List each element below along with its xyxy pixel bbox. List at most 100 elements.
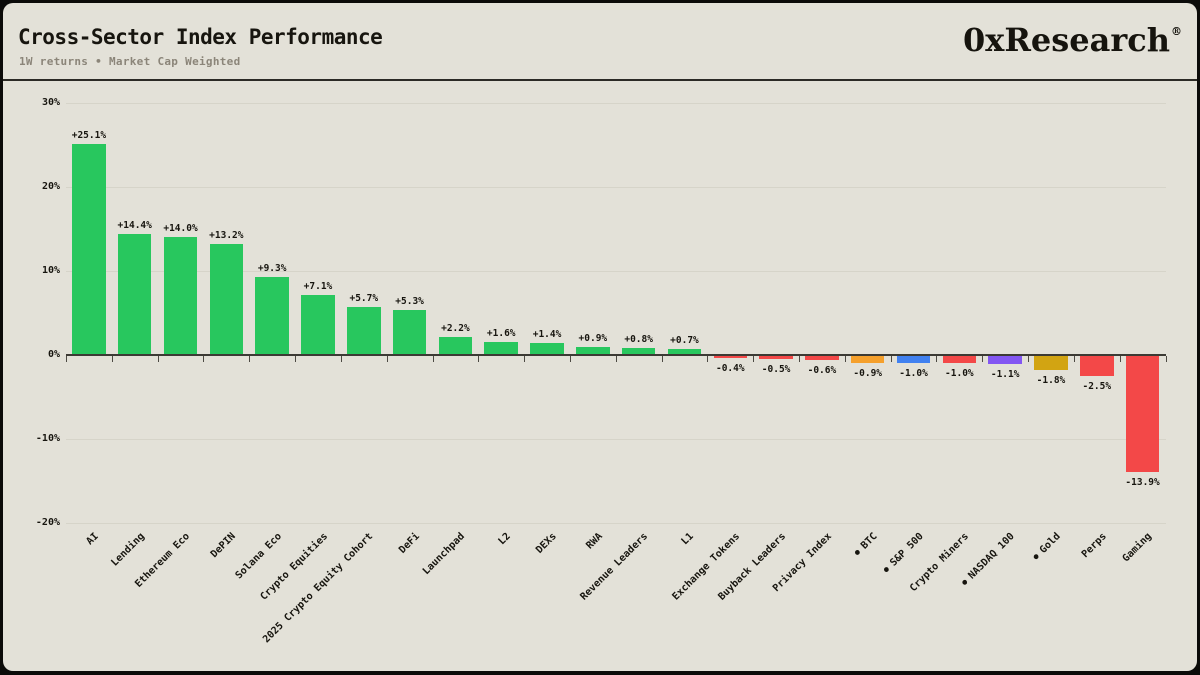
x-axis-category-label: ●Gold [1031,531,1063,563]
chart-subtitle: 1W returns • Market Cap Weighted [19,55,241,68]
y-axis-tick-label: -20% [35,517,60,528]
x-axis-category-text: S&P 500 [887,531,926,569]
bar-value-label: +13.2% [209,230,244,242]
x-axis-baseline [66,354,1166,356]
x-axis-category-text: Lending [108,531,147,569]
bar-value-label: -0.4% [715,363,745,375]
x-axis-category-text: Gold [1037,531,1063,556]
x-axis-category-label: L1 [680,531,697,548]
bar-exchange-tokens [713,355,748,359]
x-axis-tick [1165,356,1167,362]
header-divider [3,79,1197,81]
benchmark-dot-icon: ● [851,547,862,558]
x-axis-category-label: ●BTC [852,531,880,559]
bar-value-label: +1.4% [532,329,562,341]
x-axis-category-label: Launchpad [421,531,468,578]
x-axis-category-text: RWA [584,531,605,552]
x-axis-category-label: Gaming [1121,531,1155,565]
x-axis-category-label: Lending [109,531,147,569]
x-axis-category-text: DePIN [209,531,239,561]
benchmark-dot-icon: ● [959,577,970,587]
bar-value-label: +2.2% [441,322,470,334]
bar-crypto-miners [942,355,977,364]
x-axis-tick [66,356,67,362]
x-axis-category-text: DEXs [533,531,559,556]
bar-lending [117,234,152,355]
y-axis-tick-label: -10% [35,433,60,444]
x-axis-category-label: L2 [497,531,514,548]
bar-rwa [576,347,610,355]
registered-trademark-icon: ® [1171,25,1182,39]
x-axis-category-text: AI [84,531,101,548]
gridline-20 [66,187,1166,188]
benchmark-dot-icon: ● [1030,551,1041,562]
bar-revenue-leaders [621,348,656,355]
x-axis-tick [936,356,938,362]
gridline-30 [66,103,1166,104]
x-axis-tick [340,356,342,362]
y-axis-tick-label: 30% [41,97,60,108]
x-axis-category-text: L2 [496,531,513,548]
bar-value-label: -1.8% [1036,375,1066,387]
x-axis-tick [386,356,388,362]
bar-gaming [1125,355,1160,472]
bar-2025-crypto-equity-cohort [347,307,381,355]
x-axis-tick [890,356,892,362]
page-title: Cross-Sector Index Performance [18,25,383,49]
bar-launchpad [438,336,473,355]
bar-l1 [667,349,702,355]
bar-ai [72,144,106,355]
gridline-10 [66,271,1166,272]
x-axis-category-text: Solana Eco [233,531,284,582]
y-axis-tick-label: 20% [41,181,60,192]
x-axis-tick [157,356,159,362]
bar-s-p-500 [896,355,931,364]
y-axis-tick-label: 10% [41,265,60,276]
bar-value-label: -2.5% [1082,381,1112,392]
bar-crypto-equities [301,295,335,355]
x-axis-category-text: NASDAQ 100 [966,531,1017,582]
bar-defi [392,310,427,355]
x-axis-tick [249,356,251,362]
benchmark-dot-icon: ● [880,564,891,575]
x-axis-category-text: Gaming [1121,531,1155,565]
bar-value-label: +5.7% [349,293,379,305]
bar-value-label: +0.8% [624,334,653,346]
bar-value-label: -1.0% [945,368,974,380]
x-axis-tick [111,356,113,362]
x-axis-tick [295,356,297,362]
bar-nasdaq-100 [988,355,1022,365]
chart-card: Cross-Sector Index Performance 1W return… [3,3,1197,671]
x-axis-tick [432,356,434,362]
x-axis-tick [707,356,709,362]
x-axis-category-text: BTC [858,531,880,552]
x-axis-category-label: AI [84,531,101,548]
bar-value-label: -0.5% [761,364,791,376]
bar-value-label: +0.9% [578,333,608,345]
bar-value-label: -1.1% [990,369,1020,381]
x-axis-category-label: DEXs [534,531,560,557]
bar-value-label: +5.3% [395,296,424,308]
x-axis-tick [753,356,755,362]
bar-depin [209,244,244,355]
y-axis-tick-label: 0% [47,349,60,360]
bar-value-label: -1.0% [899,368,928,380]
brand-logo: 0xResearch® [963,21,1182,59]
bar-value-label: +14.0% [163,223,198,235]
x-axis-tick [569,356,571,362]
x-axis-tick [982,356,984,362]
x-axis-tick [844,356,846,362]
x-axis-category-label: DePIN [209,531,239,561]
bar-value-label: -0.9% [853,367,883,379]
x-axis-category-label: Perps [1079,531,1109,561]
bar-value-label: -13.9% [1125,476,1160,488]
x-axis-category-text: L1 [679,531,697,548]
x-axis-tick [1073,356,1075,362]
gridline--20 [66,523,1166,524]
bar-l2 [484,341,518,355]
x-axis-tick [615,356,617,362]
x-axis-category-text: Launchpad [421,531,468,578]
x-axis-tick [1028,356,1030,362]
x-axis-category-label: ●S&P 500 [881,531,926,576]
x-axis-category-text: Perps [1079,531,1109,561]
